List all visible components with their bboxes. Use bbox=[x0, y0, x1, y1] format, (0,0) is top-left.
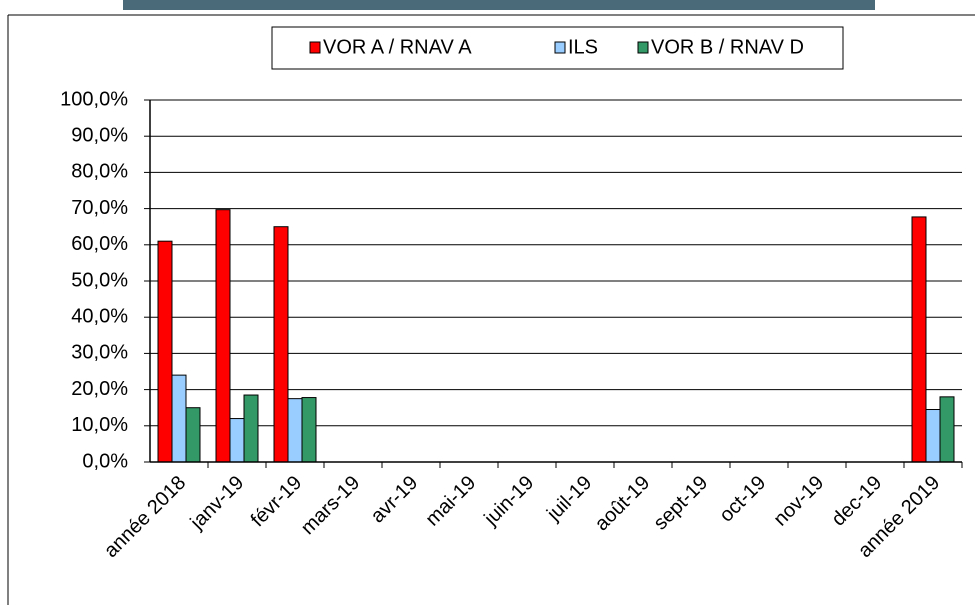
y-tick-label: 70,0% bbox=[71, 197, 128, 219]
y-tick-label: 100,0% bbox=[60, 88, 128, 110]
x-tick-label: juin-19 bbox=[480, 472, 539, 531]
bar bbox=[940, 397, 954, 462]
x-tick-label: sept-19 bbox=[650, 472, 713, 535]
x-tick-label: août-19 bbox=[591, 472, 655, 536]
y-tick-label: 90,0% bbox=[71, 124, 128, 146]
legend-swatch bbox=[555, 42, 565, 53]
x-tick-label: juil-19 bbox=[542, 472, 596, 526]
legend-label: VOR B / RNAV D bbox=[651, 36, 804, 58]
chart: 0,0% 10,0% 20,0% 30,0% 40,0% 50,0% 60,0% 70,0% 8… bbox=[0, 0, 975, 605]
bar bbox=[216, 210, 230, 462]
map-strip bbox=[123, 0, 875, 10]
bar bbox=[158, 241, 172, 462]
bar bbox=[288, 399, 302, 462]
bar bbox=[302, 398, 316, 462]
x-tick-label: nov-19 bbox=[769, 472, 828, 531]
y-tick-label: 40,0% bbox=[71, 305, 128, 327]
x-tick-label: oct-19 bbox=[715, 472, 770, 527]
legend-label: VOR A / RNAV A bbox=[323, 36, 472, 58]
y-tick-label: 0,0% bbox=[82, 450, 128, 472]
bar bbox=[274, 227, 288, 462]
x-tick-label: année 2018 bbox=[100, 472, 190, 562]
bar bbox=[926, 410, 940, 462]
bar bbox=[244, 395, 258, 462]
legend-swatch bbox=[310, 42, 320, 53]
x-tick-label: janv-19 bbox=[186, 472, 249, 535]
legend-swatch bbox=[638, 42, 648, 53]
y-tick-label: 10,0% bbox=[71, 414, 128, 436]
x-tick-label: mars-19 bbox=[297, 472, 364, 539]
y-tick-label: 30,0% bbox=[71, 342, 128, 364]
bar bbox=[186, 408, 200, 462]
y-tick-label: 20,0% bbox=[71, 378, 128, 400]
page: {"chart_data": {"type": "bar", "categori… bbox=[0, 0, 975, 605]
y-tick-label: 80,0% bbox=[71, 161, 128, 183]
bar bbox=[230, 419, 244, 462]
bar bbox=[912, 217, 926, 462]
y-tick-label: 60,0% bbox=[71, 233, 128, 255]
x-tick-label: mai-19 bbox=[421, 472, 480, 531]
legend-label: ILS bbox=[568, 36, 598, 58]
bar bbox=[172, 375, 186, 462]
y-tick-label: 50,0% bbox=[71, 269, 128, 291]
x-tick-label: avr-19 bbox=[367, 472, 423, 528]
